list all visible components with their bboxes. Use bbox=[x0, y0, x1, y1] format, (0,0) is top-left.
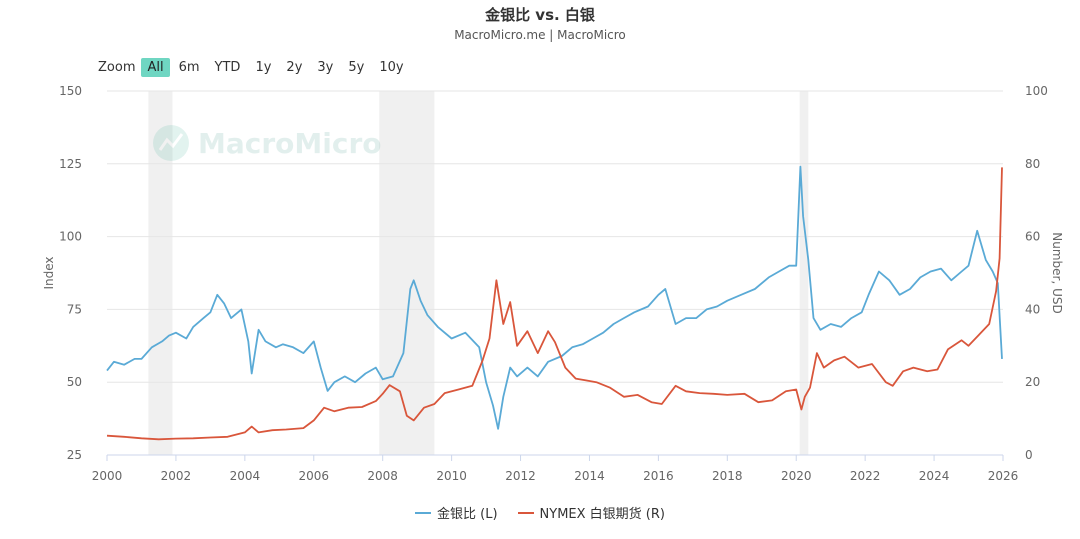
zoom-button-all[interactable]: All bbox=[141, 57, 170, 77]
zoom-button-2y[interactable]: 2y bbox=[286, 59, 303, 75]
x-tick-label: 2026 bbox=[988, 469, 1019, 483]
y-right-tick-label: 60 bbox=[1025, 230, 1040, 244]
legend-swatch-gold-silver-ratio bbox=[415, 511, 431, 514]
zoom-button-ytd[interactable]: YTD bbox=[214, 59, 241, 75]
x-tick-label: 2016 bbox=[643, 469, 674, 483]
y-left-axis-label: Index bbox=[42, 256, 56, 289]
y-left-tick-label: 100 bbox=[59, 230, 82, 244]
watermark-text: MacroMicro bbox=[198, 127, 382, 160]
y-right-tick-label: 80 bbox=[1025, 157, 1040, 171]
recession-band-0 bbox=[148, 91, 173, 455]
watermark-logo-mark bbox=[158, 133, 184, 151]
x-tick-label: 2018 bbox=[712, 469, 743, 483]
y-left-tick-label: 75 bbox=[67, 302, 82, 316]
x-tick-label: 2012 bbox=[505, 469, 536, 483]
x-tick-label: 2002 bbox=[161, 469, 192, 483]
x-tick-label: 2014 bbox=[574, 469, 605, 483]
x-tick-label: 2004 bbox=[230, 469, 261, 483]
zoom-button-3y[interactable]: 3y bbox=[317, 59, 334, 75]
zoom-button-6m[interactable]: 6m bbox=[178, 59, 200, 75]
recession-band-2 bbox=[799, 91, 809, 455]
y-right-tick-label: 0 bbox=[1025, 448, 1033, 462]
y-right-tick-label: 20 bbox=[1025, 375, 1040, 389]
x-tick-label: 2020 bbox=[781, 469, 812, 483]
watermark: MacroMicro bbox=[153, 125, 382, 161]
series-line-silver bbox=[106, 167, 1003, 441]
y-right-axis-label: Number, USD bbox=[1050, 232, 1064, 313]
y-left-tick-label: 50 bbox=[67, 375, 82, 389]
x-tick-label: 2000 bbox=[92, 469, 123, 483]
zoom-button-10y[interactable]: 10y bbox=[379, 59, 404, 75]
recession-band-1 bbox=[379, 91, 435, 455]
watermark-logo-icon bbox=[153, 125, 189, 161]
x-tick-label: 2008 bbox=[367, 469, 398, 483]
legend-label-gold-silver-ratio: 金银比 (L) bbox=[437, 507, 498, 522]
zoom-label: Zoom bbox=[98, 59, 136, 75]
y-left-tick-label: 25 bbox=[67, 448, 82, 462]
legend-item-silver[interactable]: NYMEX 白银期货 (R) bbox=[517, 503, 665, 522]
y-left-tick-label: 125 bbox=[59, 157, 82, 171]
legend-swatch-silver bbox=[517, 511, 534, 514]
y-right-tick-label: 100 bbox=[1025, 84, 1048, 98]
chart-subtitle: MacroMicro.me | MacroMicro bbox=[454, 28, 626, 42]
chart-title: 金银比 vs. 白银 bbox=[485, 6, 595, 24]
y-left-tick-label: 150 bbox=[59, 84, 82, 98]
x-tick-label: 2022 bbox=[850, 469, 881, 483]
legend-label-silver: NYMEX 白银期货 (R) bbox=[539, 507, 665, 522]
series-line-gold-silver-ratio bbox=[106, 165, 1003, 430]
legend: 金银比 (L) NYMEX 白银期货 (R) bbox=[0, 503, 1080, 522]
zoom-button-1y[interactable]: 1y bbox=[255, 59, 272, 75]
zoom-button-5y[interactable]: 5y bbox=[348, 59, 365, 75]
legend-item-gold-silver-ratio[interactable]: 金银比 (L) bbox=[415, 503, 498, 522]
zoom-bar: Zoom All 6m YTD 1y 2y 3y 5y 10y bbox=[98, 56, 413, 78]
x-tick-label: 2010 bbox=[436, 469, 467, 483]
x-tick-label: 2024 bbox=[919, 469, 950, 483]
y-right-tick-label: 40 bbox=[1025, 302, 1040, 316]
x-tick-label: 2006 bbox=[298, 469, 329, 483]
